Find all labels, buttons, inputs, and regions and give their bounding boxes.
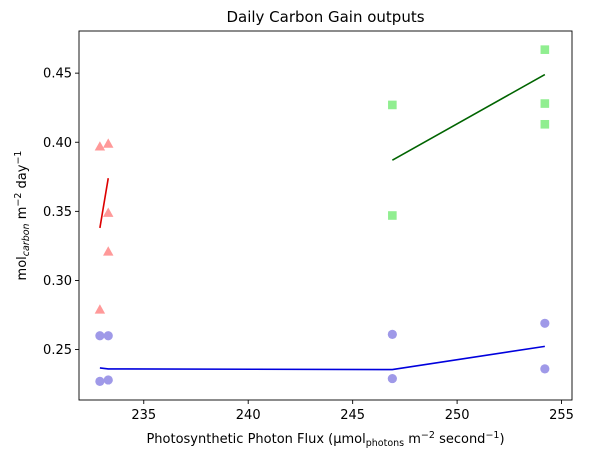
plot-area	[94, 45, 550, 386]
x-axis-label-mid: m	[404, 432, 421, 447]
y-axis-label-sub: carbon	[21, 223, 32, 256]
data-point-circle	[95, 376, 105, 386]
data-point-square	[540, 45, 550, 54]
x-tick-label: 235	[131, 408, 156, 423]
y-axis-label-mid: m	[15, 207, 30, 224]
y-tick-label: 0.35	[43, 205, 72, 220]
ticks: 235 240 245 250 255 0.25 0.30 0.35 0.40 0.45	[43, 67, 574, 423]
data-point-circle	[103, 331, 113, 341]
series-fit-line	[391, 73, 546, 161]
x-axis-label-sup2: −1	[485, 430, 499, 441]
data-point-square	[388, 211, 397, 220]
x-tick-label: 255	[549, 408, 574, 423]
series-fit-line	[99, 345, 545, 371]
data-point-square	[388, 100, 397, 110]
data-point-circle	[103, 375, 113, 385]
x-axis-label-sup1: −2	[421, 430, 435, 441]
data-point-circle	[387, 329, 397, 339]
axes-frame	[78, 30, 573, 401]
x-axis-label-sub: photons	[366, 438, 404, 449]
data-point-square	[540, 119, 550, 129]
x-tick-label: 240	[236, 408, 261, 423]
series-fit-line	[99, 178, 110, 229]
data-point-circle	[540, 318, 550, 328]
data-point-square	[540, 99, 550, 108]
data-point-triangle	[103, 246, 114, 256]
x-axis-label-mid2: second	[435, 432, 486, 447]
data-point-circle	[540, 364, 550, 374]
y-tick-label: 0.45	[43, 67, 72, 82]
y-axis-label: molcarbon m−2 day−1	[13, 151, 32, 281]
x-axis-label-prefix: Photosynthetic Photon Flux (µmol	[146, 432, 365, 447]
chart-title: Daily Carbon Gain outputs	[226, 8, 424, 26]
data-point-triangle	[94, 141, 106, 151]
y-axis-label-sup2: −1	[13, 151, 24, 165]
y-tick-label: 0.40	[43, 136, 72, 151]
x-axis-label-suffix: )	[499, 432, 504, 447]
y-axis-label-prefix: mol	[15, 256, 30, 280]
y-axis-label-mid2: day	[15, 164, 30, 192]
data-point-triangle	[94, 304, 106, 314]
y-axis-label-sup1: −2	[13, 193, 24, 207]
data-point-triangle	[103, 207, 114, 217]
x-tick-label: 245	[340, 408, 365, 423]
data-point-circle	[95, 331, 105, 341]
data-point-triangle	[103, 138, 114, 148]
x-axis-label: Photosynthetic Photon Flux (µmolphotons …	[146, 430, 504, 449]
y-tick-label: 0.30	[43, 274, 72, 289]
x-tick-label: 250	[445, 408, 470, 423]
data-point-circle	[387, 373, 397, 384]
y-tick-label: 0.25	[43, 343, 72, 358]
